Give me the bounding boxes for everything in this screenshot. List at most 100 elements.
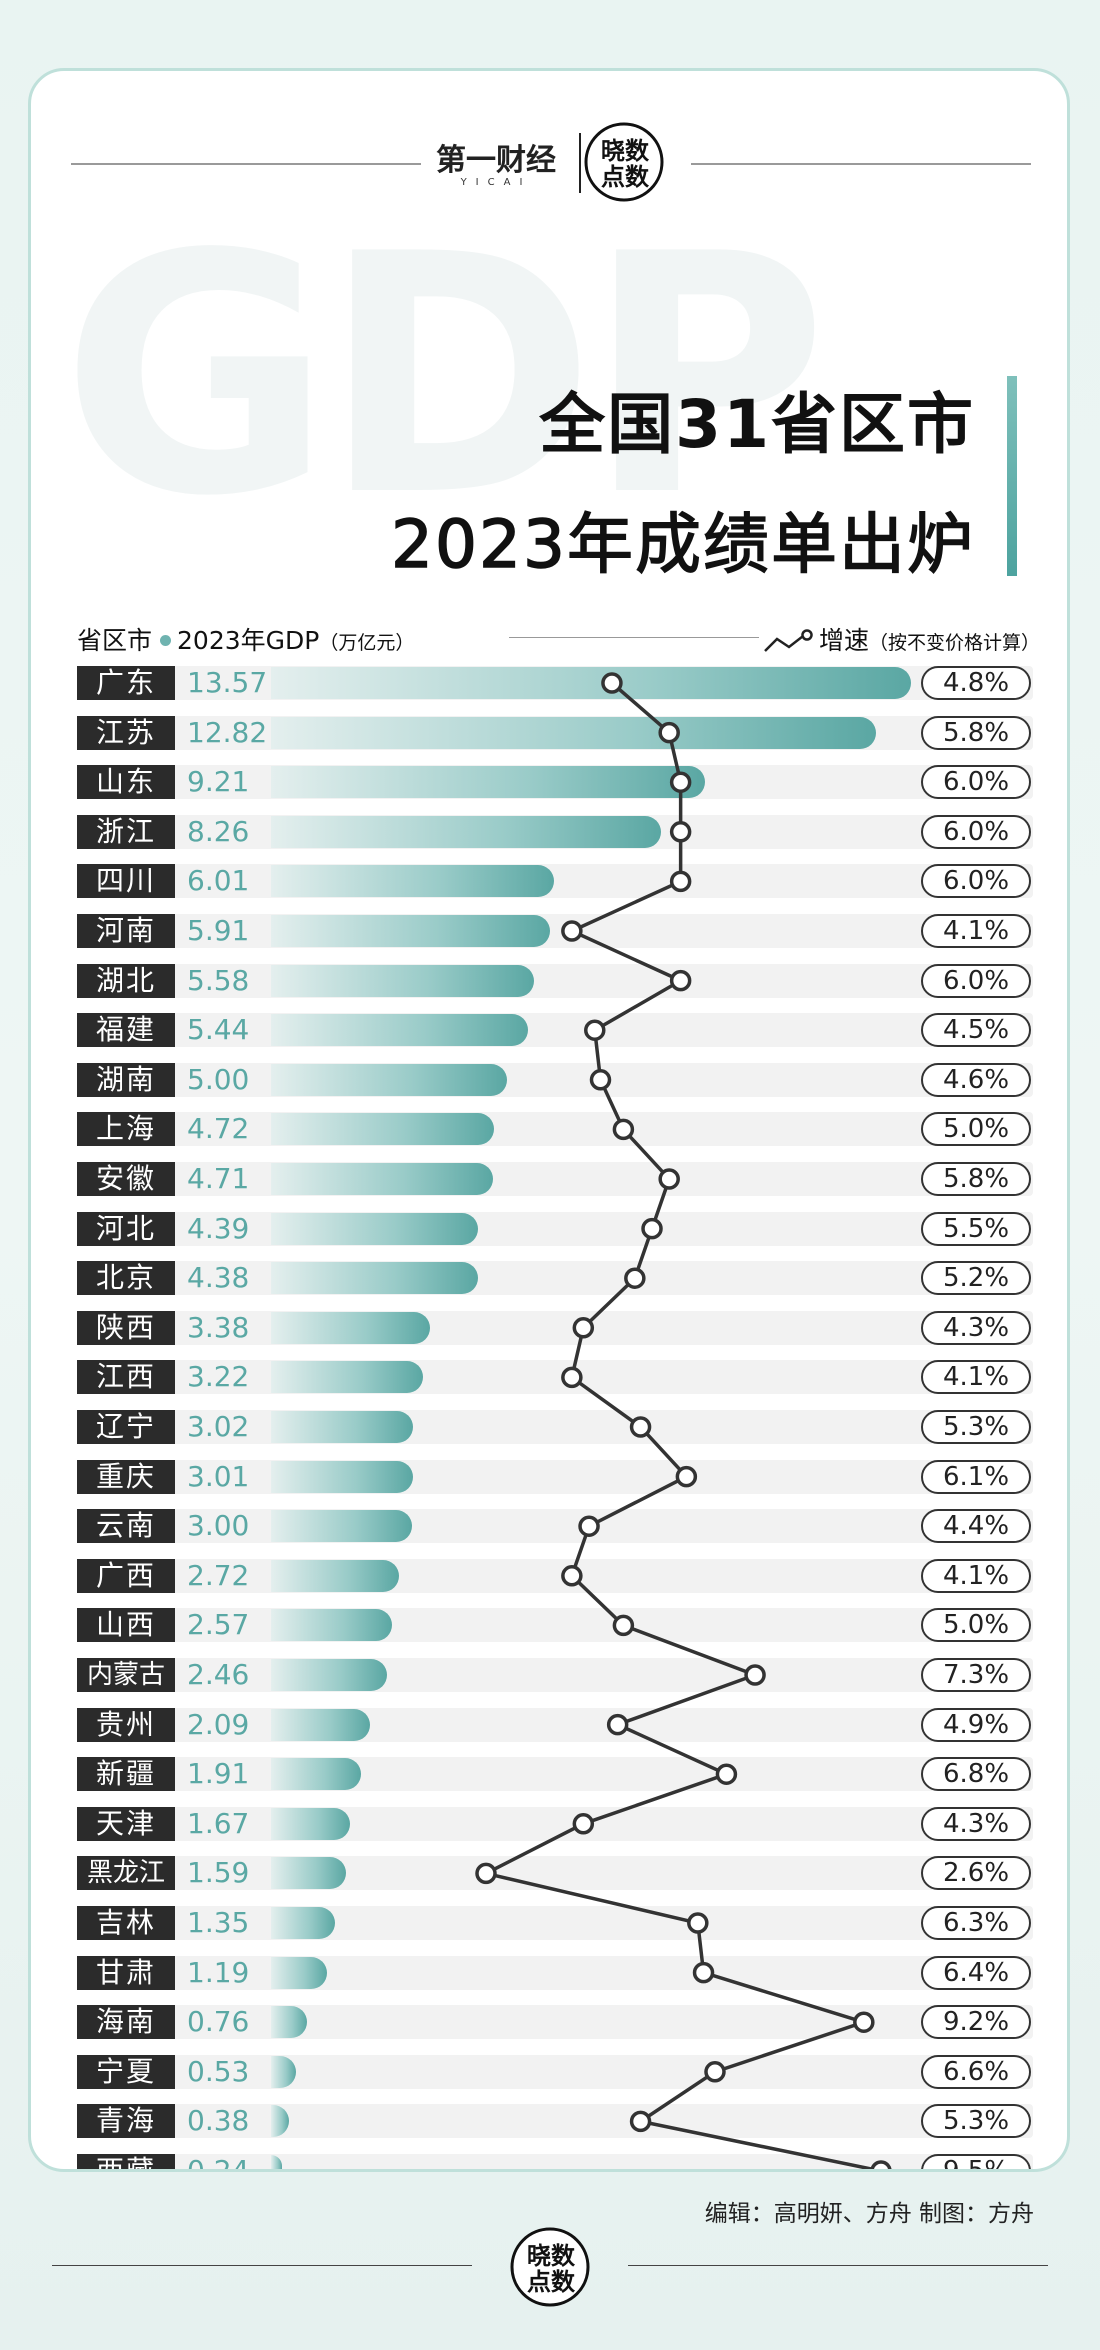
table-row: [77, 1310, 1033, 1345]
growth-point: [669, 870, 692, 893]
gdp-bar: [271, 1113, 494, 1146]
gdp-value-label: 3.00: [187, 1509, 250, 1543]
province-label: 湖北: [77, 963, 175, 998]
gdp-bar: [271, 2105, 289, 2138]
province-label: 江苏: [77, 715, 175, 750]
growth-rate-label: 6.4%: [921, 1955, 1031, 1990]
province-label: 陕西: [77, 1310, 175, 1345]
gdp-value-label: 6.01: [187, 864, 250, 898]
growth-rate-label: 4.9%: [921, 1707, 1031, 1742]
growth-rate-label: 5.2%: [921, 1261, 1031, 1296]
table-row: [77, 1261, 1033, 1296]
province-label: 河北: [77, 1211, 175, 1246]
svg-text:晓数: 晓数: [601, 137, 650, 165]
table-row: [77, 1162, 1033, 1196]
growth-point: [578, 1515, 600, 1537]
table-row: [77, 1013, 1033, 1048]
gdp-bar: [271, 964, 535, 997]
gdp-value-label: 1.19: [187, 1955, 250, 1989]
gdp-value-label: 5.91: [187, 914, 250, 947]
gdp-bar: [271, 1857, 346, 1890]
growth-rate-label: 6.0%: [921, 864, 1031, 899]
province-label: 海南: [77, 2005, 175, 2040]
growth-point: [561, 1366, 583, 1389]
gdp-bar: [271, 716, 876, 749]
footer-line-right: [628, 2265, 1048, 2266]
table-row: [77, 1410, 1033, 1444]
province-label: 浙江: [77, 814, 175, 849]
gdp-value-label: 3.22: [187, 1360, 250, 1394]
table-row: [77, 1608, 1033, 1643]
province-label: 吉林: [77, 1906, 175, 1940]
growth-line-icon: [764, 629, 813, 652]
gdp-bar: [271, 815, 661, 848]
title-accent-bar: [1007, 376, 1017, 576]
growth-rate-label: 4.3%: [921, 1806, 1031, 1841]
table-row: [77, 1906, 1033, 1940]
growth-point: [561, 1565, 583, 1587]
title-line-1: 全国31省区市: [539, 386, 975, 463]
legend-gdp: 省区市 2023年GDP（万亿元）: [77, 621, 414, 657]
table-row: [77, 1806, 1033, 1841]
footer-line-left: [52, 2265, 472, 2266]
growth-rate-label: 6.0%: [921, 963, 1031, 998]
gdp-bar: [271, 1510, 413, 1543]
xiaoshu-logo-top: 晓数 点数: [584, 122, 664, 202]
province-label: 黑龙江: [77, 1856, 175, 1891]
gdp-value-label: 4.71: [187, 1162, 250, 1195]
growth-point: [629, 2110, 652, 2133]
yicai-logo-text: 第一财经: [436, 143, 556, 178]
gdp-value-label: 1.91: [187, 1757, 250, 1791]
province-label: 上海: [77, 1112, 175, 1147]
infographic-card: GDP 第一财经 YICAI 晓数 点数 全国31省区市 2023年成绩单出炉 …: [28, 68, 1070, 2172]
growth-rate-label: 4.5%: [921, 1013, 1031, 1048]
gdp-bar: [271, 766, 706, 799]
brand-separator: [579, 133, 581, 193]
growth-point: [589, 1069, 612, 1091]
gdp-value-label: 0.53: [187, 2054, 250, 2088]
growth-rate-label: 5.5%: [921, 1211, 1031, 1246]
growth-point: [853, 2011, 875, 2033]
gdp-bar: [271, 1758, 362, 1791]
gdp-value-label: 8.26: [187, 814, 250, 848]
gdp-value-label: 2.57: [187, 1608, 250, 1642]
table-row: [77, 1509, 1033, 1544]
province-label: 贵州: [77, 1707, 175, 1742]
province-label: 重庆: [77, 1459, 175, 1494]
gdp-bar: [271, 1311, 431, 1344]
growth-rate-label: 6.1%: [921, 1459, 1031, 1494]
gdp-bar: [271, 1460, 413, 1493]
svg-text:点数: 点数: [527, 2268, 576, 2296]
header-line-left: [71, 163, 421, 165]
gdp-bar: [271, 1411, 414, 1443]
gdp-value-label: 2.72: [187, 1558, 250, 1592]
table-row: [77, 2154, 1033, 2169]
table-row: [77, 1658, 1033, 1692]
gdp-bar: [271, 1361, 423, 1394]
province-label: 宁夏: [77, 2054, 175, 2089]
growth-point: [572, 1317, 595, 1339]
gdp-watermark: GDP: [61, 184, 828, 568]
table-row: [77, 2054, 1033, 2089]
gdp-bar: [271, 2055, 296, 2088]
growth-rate-label: 6.0%: [921, 814, 1031, 849]
gdp-bar: [271, 1907, 335, 1939]
gdp-value-label: 5.00: [187, 1062, 250, 1096]
growth-rate-label: 9.2%: [921, 2005, 1031, 2040]
province-label: 江西: [77, 1360, 175, 1395]
gdp-value-label: 1.67: [187, 1806, 250, 1840]
legend-gdp-label: 2023年GDP: [177, 626, 320, 655]
gdp-value-label: 3.38: [187, 1310, 250, 1344]
table-row: [77, 864, 1033, 899]
province-label: 北京: [77, 1261, 175, 1296]
gdp-bar: [271, 1807, 350, 1840]
legend-col-header: 省区市: [77, 626, 153, 655]
gdp-value-label: 12.82: [187, 715, 268, 749]
growth-point: [692, 1961, 715, 1984]
province-label: 广西: [77, 1558, 175, 1593]
growth-point: [669, 821, 692, 843]
growth-point: [561, 920, 583, 942]
gdp-value-label: 4.38: [187, 1261, 250, 1295]
growth-line-chart: [475, 672, 892, 2169]
table-row: [77, 1211, 1033, 1246]
